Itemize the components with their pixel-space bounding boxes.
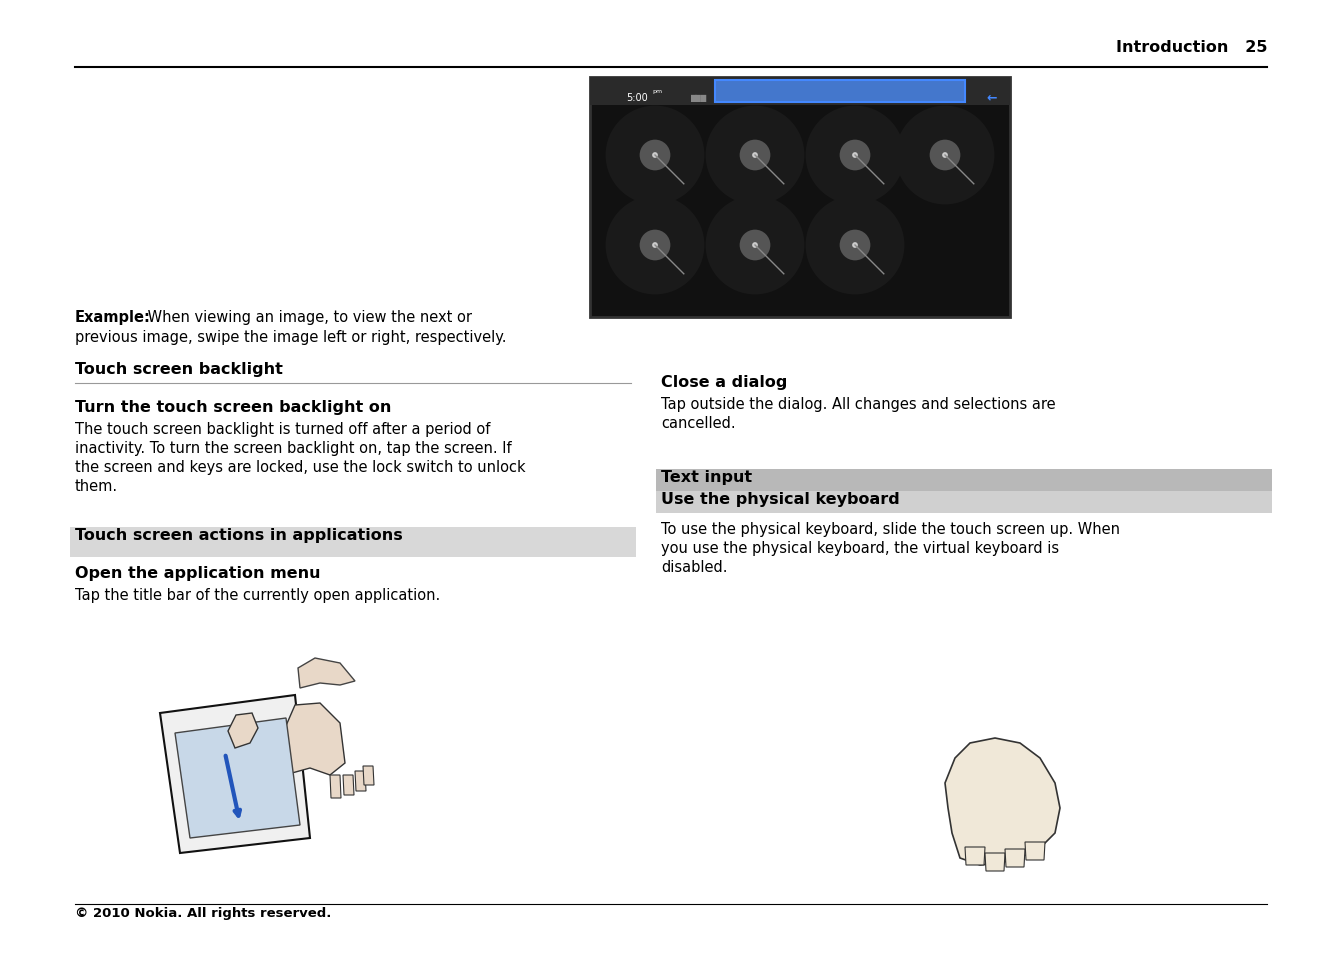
Polygon shape <box>175 719 300 838</box>
Circle shape <box>640 231 670 261</box>
Circle shape <box>806 198 903 294</box>
Circle shape <box>853 243 858 249</box>
Circle shape <box>652 153 658 159</box>
Text: Close a dialog: Close a dialog <box>661 375 788 390</box>
Polygon shape <box>356 771 366 791</box>
Polygon shape <box>286 703 345 775</box>
Polygon shape <box>965 847 985 865</box>
Circle shape <box>707 198 802 294</box>
Text: Text input: Text input <box>661 470 752 484</box>
Text: them.: them. <box>75 478 118 494</box>
Text: Touch screen backlight: Touch screen backlight <box>75 361 283 376</box>
Text: you use the physical keyboard, the virtual keyboard is: you use the physical keyboard, the virtu… <box>661 540 1059 556</box>
Polygon shape <box>342 775 354 795</box>
Circle shape <box>607 198 703 294</box>
Polygon shape <box>330 775 341 799</box>
Circle shape <box>943 153 948 159</box>
Bar <box>715 81 965 103</box>
Circle shape <box>806 108 903 204</box>
Circle shape <box>739 140 771 172</box>
Text: Example:: Example: <box>75 310 151 325</box>
Polygon shape <box>945 739 1060 865</box>
Polygon shape <box>227 713 258 748</box>
Circle shape <box>853 153 858 159</box>
Text: Introduction   25: Introduction 25 <box>1116 40 1266 55</box>
Text: 5:00: 5:00 <box>627 92 648 103</box>
Text: ←: ← <box>986 91 997 105</box>
Text: inactivity. To turn the screen backlight on, tap the screen. If: inactivity. To turn the screen backlight… <box>75 440 512 456</box>
Polygon shape <box>364 766 374 785</box>
Bar <box>70 527 636 558</box>
Bar <box>656 470 1272 492</box>
Bar <box>656 492 1272 514</box>
Text: © 2010 Nokia. All rights reserved.: © 2010 Nokia. All rights reserved. <box>75 906 332 919</box>
Text: the screen and keys are locked, use the lock switch to unlock: the screen and keys are locked, use the … <box>75 459 526 475</box>
Text: previous image, swipe the image left or right, respectively.: previous image, swipe the image left or … <box>75 330 506 345</box>
Bar <box>590 78 1010 106</box>
Text: Open the application menu: Open the application menu <box>75 565 320 580</box>
Text: The touch screen backlight is turned off after a period of: The touch screen backlight is turned off… <box>75 421 490 436</box>
Text: To use the physical keyboard, slide the touch screen up. When: To use the physical keyboard, slide the … <box>661 521 1120 537</box>
Polygon shape <box>1025 842 1044 861</box>
Text: pm: pm <box>652 90 662 94</box>
Text: ███: ███ <box>690 94 706 101</box>
Text: Turn the touch screen backlight on: Turn the touch screen backlight on <box>75 399 391 415</box>
Circle shape <box>752 153 758 159</box>
Circle shape <box>739 231 771 261</box>
Circle shape <box>652 243 658 249</box>
Circle shape <box>640 140 670 172</box>
Text: Touch screen actions in applications: Touch screen actions in applications <box>75 527 403 542</box>
Circle shape <box>839 231 870 261</box>
Text: Tap outside the dialog. All changes and selections are: Tap outside the dialog. All changes and … <box>661 396 1056 412</box>
Circle shape <box>607 108 703 204</box>
Circle shape <box>839 140 870 172</box>
Text: Tap the title bar of the currently open application.: Tap the title bar of the currently open … <box>75 587 440 602</box>
Polygon shape <box>985 853 1005 871</box>
Bar <box>590 78 1010 317</box>
Circle shape <box>898 108 993 204</box>
Text: Use the physical keyboard: Use the physical keyboard <box>661 492 900 506</box>
Text: cancelled.: cancelled. <box>661 416 735 431</box>
Circle shape <box>752 243 758 249</box>
Polygon shape <box>1005 849 1025 867</box>
Circle shape <box>707 108 802 204</box>
Text: When viewing an image, to view the next or: When viewing an image, to view the next … <box>143 310 472 325</box>
Polygon shape <box>297 659 356 688</box>
Circle shape <box>929 140 960 172</box>
Text: disabled.: disabled. <box>661 559 727 575</box>
Polygon shape <box>160 696 309 853</box>
